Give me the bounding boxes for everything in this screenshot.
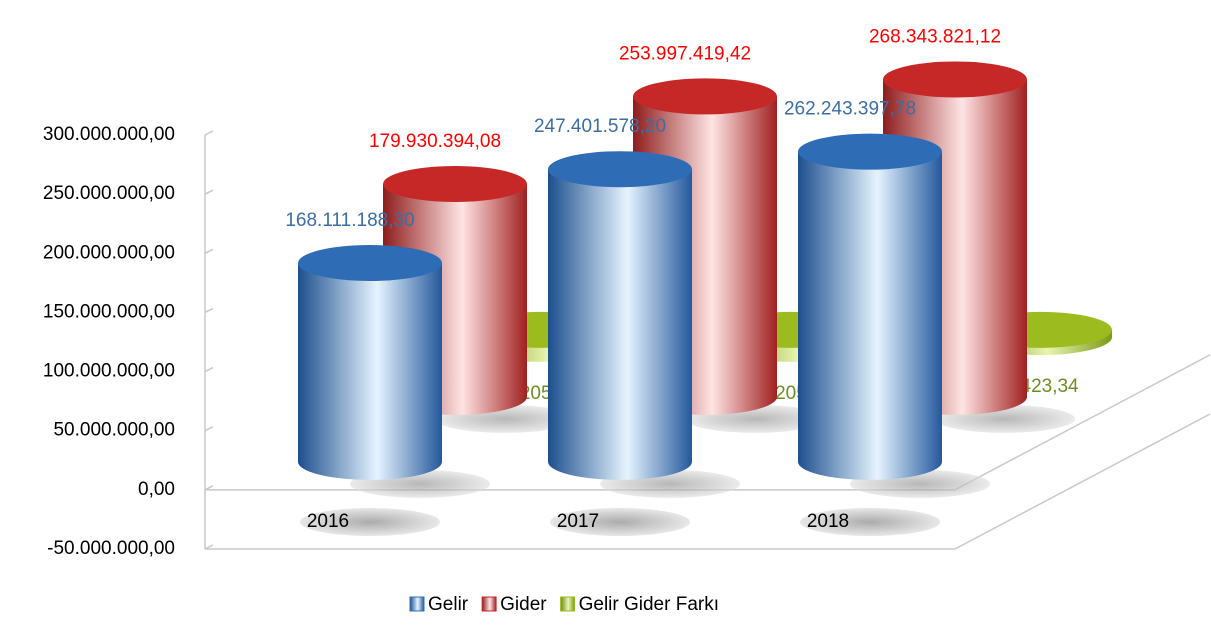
grid-line (204, 426, 214, 432)
cylinder-cap (298, 245, 442, 282)
y-tick-label: 150.000.000,00 (43, 301, 175, 322)
shadow (300, 508, 440, 536)
grid-line (204, 130, 214, 136)
legend-swatch (481, 596, 497, 612)
grid-line (204, 544, 214, 550)
y-tick-label: 250.000.000,00 (43, 183, 175, 204)
y-tick-label: 200.000.000,00 (43, 242, 175, 263)
cylinder-cap (383, 166, 527, 203)
data-label: 262.243.397,78 (784, 99, 916, 120)
y-tick-label: 0,00 (138, 479, 175, 500)
data-label: 253.997.419,42 (619, 43, 751, 64)
grid-line (204, 189, 214, 195)
x-tick-label: 2018 (807, 511, 849, 532)
legend-label: Gider (500, 594, 547, 615)
legend-swatch (560, 596, 576, 612)
legend-swatch (409, 596, 425, 612)
y-tick-label: 300.000.000,00 (43, 124, 175, 145)
cylinder (548, 169, 692, 480)
grid-line (204, 248, 214, 254)
shadow (550, 508, 690, 536)
cylinder (298, 263, 442, 480)
y-tick-label: -50.000.000,00 (47, 538, 175, 559)
grid-line (204, 307, 214, 314)
data-label: 179.930.394,08 (369, 131, 501, 152)
y-tick-label: 50.000.000,00 (53, 420, 175, 441)
x-tick-label: 2017 (557, 511, 599, 532)
cylinder-cap (883, 61, 1027, 98)
cylinder-cap (633, 78, 777, 115)
cylinder-cap (548, 151, 692, 188)
data-label: 247.401.578,20 (534, 116, 666, 137)
cylinder-cap (798, 133, 942, 170)
grid-line (204, 366, 214, 373)
x-tick-label: 2016 (307, 511, 349, 532)
y-tick-label: 100.000.000,00 (43, 361, 175, 382)
shadow (800, 508, 940, 536)
cylinder (798, 151, 942, 480)
legend-label: Gelir (428, 594, 469, 615)
legend-label: Gelir Gider Farkı (579, 594, 719, 615)
data-label: 168.111.188,30 (285, 210, 414, 231)
data-label: 268.343.821,12 (869, 26, 1001, 47)
grid-line (204, 485, 214, 491)
floor-outline (205, 413, 1211, 550)
